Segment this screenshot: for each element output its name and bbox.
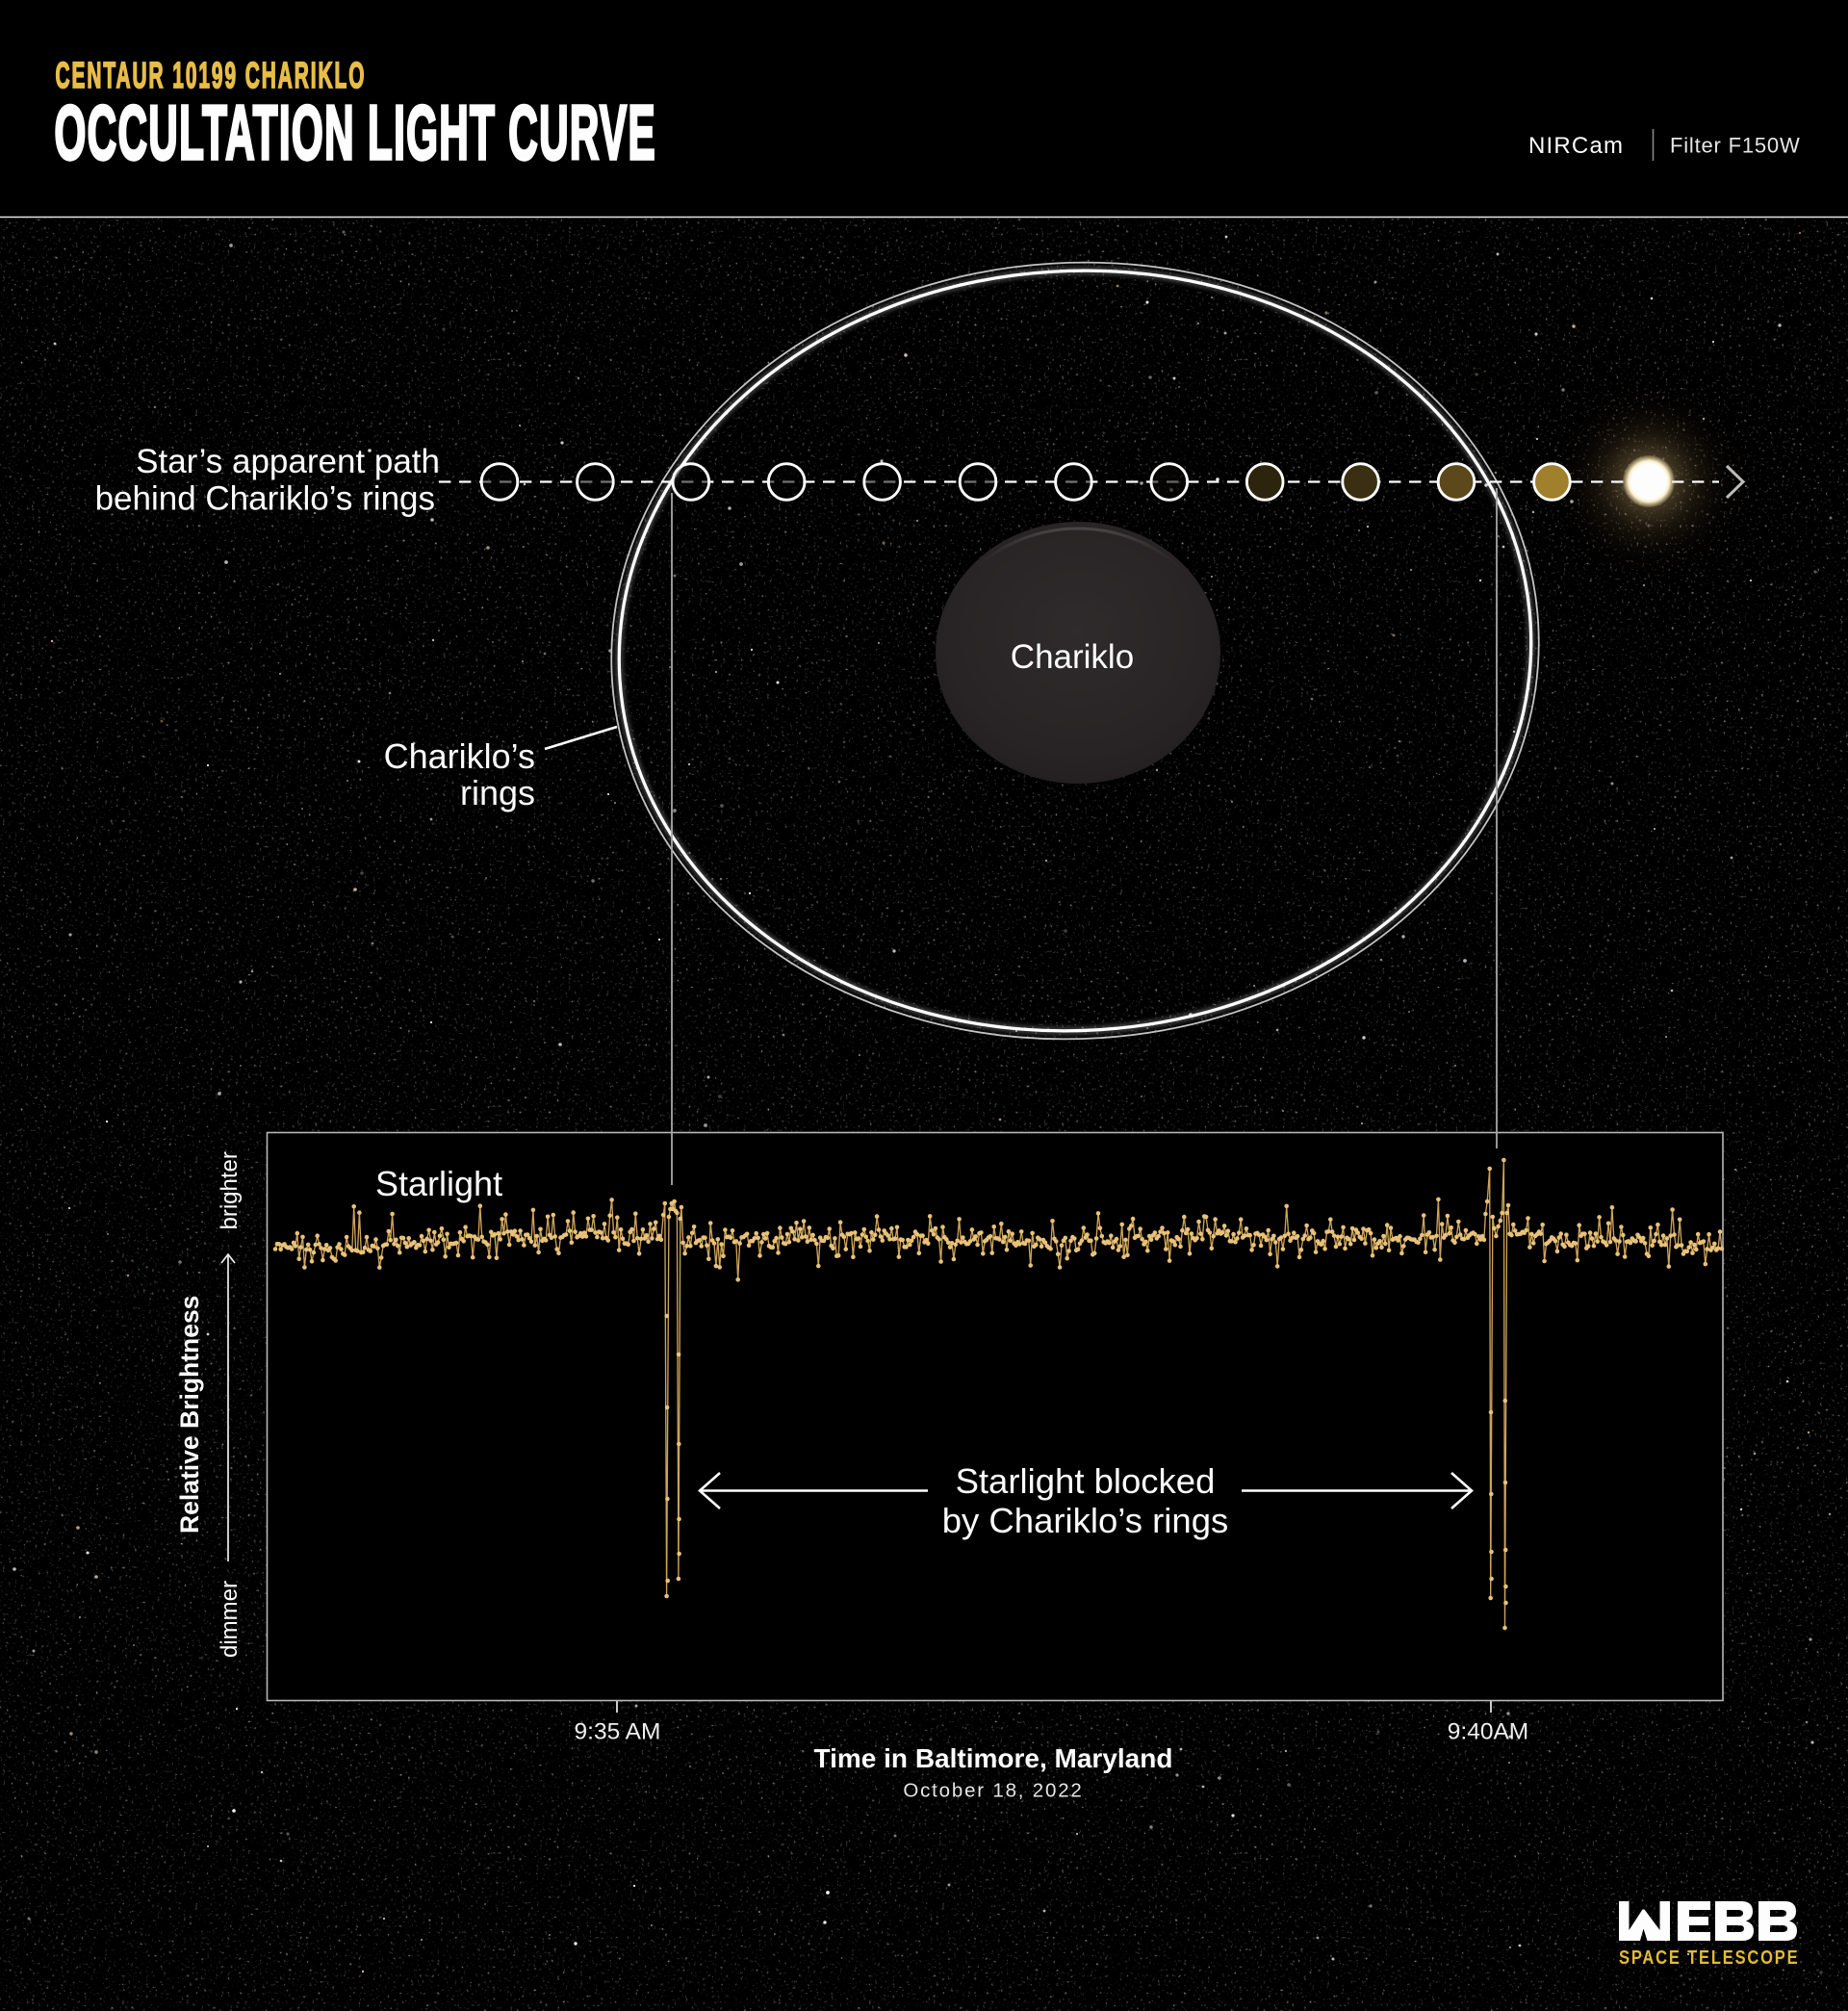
svg-text:Starlight blocked: Starlight blocked (956, 1461, 1216, 1501)
svg-text:behind Chariklo’s rings: behind Chariklo’s rings (95, 480, 435, 518)
svg-text:9:35 AM: 9:35 AM (575, 1719, 661, 1745)
svg-text:CENTAUR 10199 CHARIKLO: CENTAUR 10199 CHARIKLO (56, 56, 367, 96)
svg-text:by Chariklo’s rings: by Chariklo’s rings (942, 1501, 1229, 1540)
svg-text:NIRCam: NIRCam (1528, 133, 1624, 159)
svg-text:rings: rings (460, 773, 535, 812)
svg-text:Filter F150W: Filter F150W (1670, 134, 1801, 158)
svg-text:brighter: brighter (217, 1151, 243, 1229)
svg-text:Star’s apparent path: Star’s apparent path (136, 443, 440, 480)
svg-text:9:40AM: 9:40AM (1448, 1719, 1528, 1745)
svg-text:October 18, 2022: October 18, 2022 (903, 1780, 1083, 1802)
svg-text:Starlight: Starlight (375, 1164, 502, 1203)
svg-text:SPACE TELESCOPE: SPACE TELESCOPE (1619, 1946, 1799, 1968)
svg-text:dimmer: dimmer (217, 1581, 243, 1658)
svg-text:Chariklo’s: Chariklo’s (384, 736, 535, 776)
svg-text:Relative Brightness: Relative Brightness (175, 1296, 204, 1534)
svg-text:Chariklo: Chariklo (1011, 638, 1134, 676)
svg-text:OCCULTATION LIGHT CURVE: OCCULTATION LIGHT CURVE (55, 89, 656, 175)
svg-text:Time in Baltimore, Maryland: Time in Baltimore, Maryland (814, 1743, 1173, 1773)
